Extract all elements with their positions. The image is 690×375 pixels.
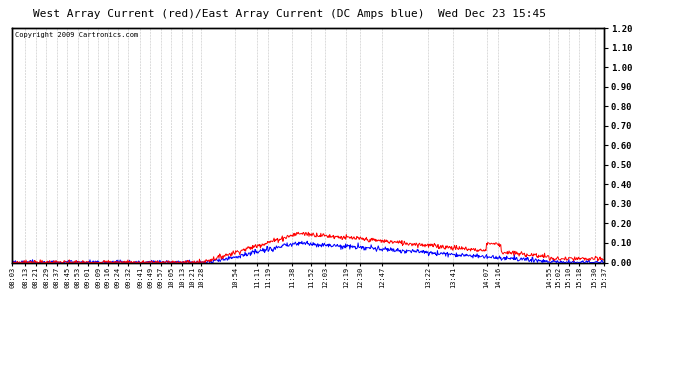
Text: Copyright 2009 Cartronics.com: Copyright 2009 Cartronics.com — [15, 32, 139, 38]
Text: West Array Current (red)/East Array Current (DC Amps blue)  Wed Dec 23 15:45: West Array Current (red)/East Array Curr… — [33, 9, 546, 20]
